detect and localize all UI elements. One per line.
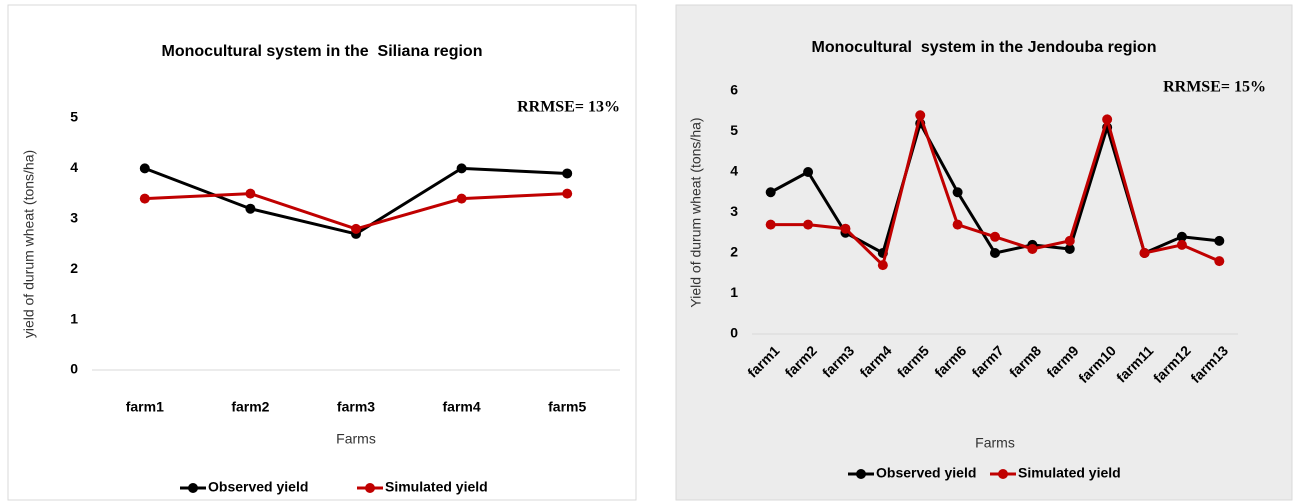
data-point: [139, 163, 150, 174]
y-tick-label: 2: [730, 244, 738, 260]
legend-label: Observed yield: [208, 479, 308, 495]
x-axis-label: Farms: [336, 431, 376, 447]
data-point: [139, 193, 150, 204]
legend-label: Observed yield: [876, 465, 976, 481]
x-tick-label: farm5: [548, 399, 586, 415]
legend-marker: [998, 469, 1008, 479]
y-tick-label: 2: [70, 260, 78, 276]
legend-marker: [365, 483, 375, 493]
x-tick-label: farm2: [231, 399, 269, 415]
data-point: [877, 260, 888, 271]
y-tick-label: 3: [70, 210, 78, 226]
annotation: RRMSE= 15%: [1163, 79, 1266, 96]
data-point: [245, 188, 256, 199]
legend-label: Simulated yield: [1018, 465, 1121, 481]
data-point: [990, 231, 1000, 242]
y-tick-label: 4: [70, 159, 78, 175]
y-axis-label: Yield of durum wheat (tons/ha): [688, 117, 704, 307]
data-point: [840, 223, 851, 234]
x-tick-label: farm4: [443, 399, 481, 415]
legend-marker: [188, 483, 198, 493]
y-tick-label: 6: [730, 82, 738, 98]
panel: [7, 4, 637, 501]
data-point: [1064, 235, 1075, 246]
data-point: [456, 193, 467, 204]
y-tick-label: 3: [730, 203, 738, 219]
data-point: [952, 219, 963, 230]
data-point: [990, 248, 1000, 258]
y-tick-label: 1: [730, 284, 738, 300]
data-point: [915, 110, 926, 121]
data-point: [765, 219, 776, 230]
data-point: [1102, 114, 1113, 125]
data-point: [1214, 235, 1225, 246]
annotation: RRMSE= 13%: [517, 99, 620, 116]
x-axis-label: Farms: [975, 435, 1015, 451]
chart-title: Monocultural system in the Siliana regio…: [162, 43, 483, 60]
legend-marker: [856, 469, 866, 479]
data-point: [1214, 256, 1225, 267]
y-tick-label: 4: [730, 163, 738, 179]
data-point: [952, 187, 963, 198]
data-point: [456, 163, 467, 174]
data-point: [765, 187, 776, 198]
x-tick-label: farm3: [337, 399, 375, 415]
y-tick-label: 0: [730, 325, 738, 341]
panel: [675, 4, 1293, 501]
chart-title: Monocultural system in the Jendouba regi…: [812, 39, 1157, 56]
data-point: [245, 203, 256, 214]
x-tick-label: farm1: [126, 399, 164, 415]
y-axis-label: yield of durum wheat (tons/ha): [21, 150, 37, 338]
data-point: [803, 167, 814, 177]
data-point: [1139, 248, 1150, 258]
y-tick-label: 5: [70, 109, 78, 125]
legend-label: Simulated yield: [385, 479, 488, 495]
data-point: [1176, 239, 1187, 250]
data-point: [562, 188, 573, 199]
y-tick-label: 0: [70, 361, 78, 377]
y-tick-label: 1: [70, 310, 78, 326]
data-point: [562, 168, 573, 179]
data-point: [1064, 243, 1075, 254]
data-point: [803, 219, 814, 230]
data-point: [1027, 243, 1038, 254]
data-point: [1176, 231, 1187, 242]
y-tick-label: 5: [730, 122, 738, 138]
data-point: [351, 223, 361, 234]
